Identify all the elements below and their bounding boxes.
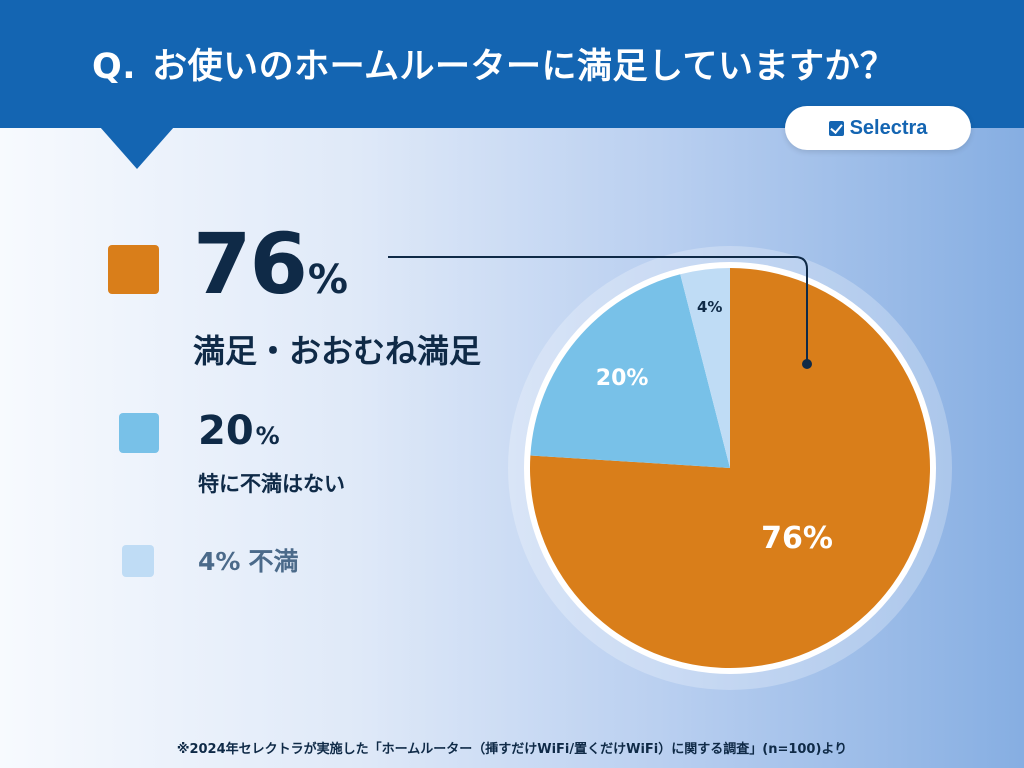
legend-value-satisfied-number: 76 — [193, 215, 308, 313]
question-mark: Q. — [92, 47, 137, 87]
check-icon — [828, 120, 844, 136]
question-title: Q. お使いのホームルーターに満足していますか？ — [92, 38, 895, 89]
callout-line — [388, 256, 808, 362]
header-notch — [100, 127, 174, 169]
footnote: ※2024年セレクトラが実施した「ホームルーター（挿すだけWiFi/置くだけWi… — [176, 742, 848, 757]
legend-value-dissatisfied: 4% — [198, 547, 241, 576]
legend-value-neutral: 20% — [198, 408, 280, 454]
pie-label-satisfied: 76% — [761, 521, 833, 556]
legend-label-dissatisfied: 不満 — [248, 547, 299, 576]
legend-dissatisfied: 4% 不満 — [198, 542, 298, 578]
question-text: お使いのホームルーターに満足していますか？ — [152, 47, 896, 87]
header-banner: Q. お使いのホームルーターに満足していますか？ — [0, 0, 1024, 128]
legend-swatch-dissatisfied — [122, 545, 154, 577]
legend-label-satisfied: 満足・おおむね満足 — [193, 332, 482, 370]
pie-label-dissatisfied: 4% — [697, 298, 722, 316]
legend-swatch-neutral — [119, 413, 159, 453]
legend-swatch-satisfied — [108, 245, 159, 294]
brand-badge: Selectra — [785, 106, 971, 150]
legend-value-neutral-number: 20 — [198, 408, 254, 454]
pie-slice-neutral — [530, 274, 730, 468]
legend-value-neutral-unit: % — [255, 422, 280, 450]
pie-slice-dissatisfied — [680, 268, 730, 468]
legend-value-satisfied-unit: % — [307, 257, 348, 303]
pie-slice-satisfied — [530, 268, 930, 669]
brand-name: Selectra — [849, 116, 928, 139]
pie-label-neutral: 20% — [596, 366, 649, 391]
legend-value-satisfied: 76% — [193, 215, 348, 313]
legend-label-neutral: 特に不満はない — [198, 472, 345, 496]
callout-dot — [802, 359, 812, 369]
